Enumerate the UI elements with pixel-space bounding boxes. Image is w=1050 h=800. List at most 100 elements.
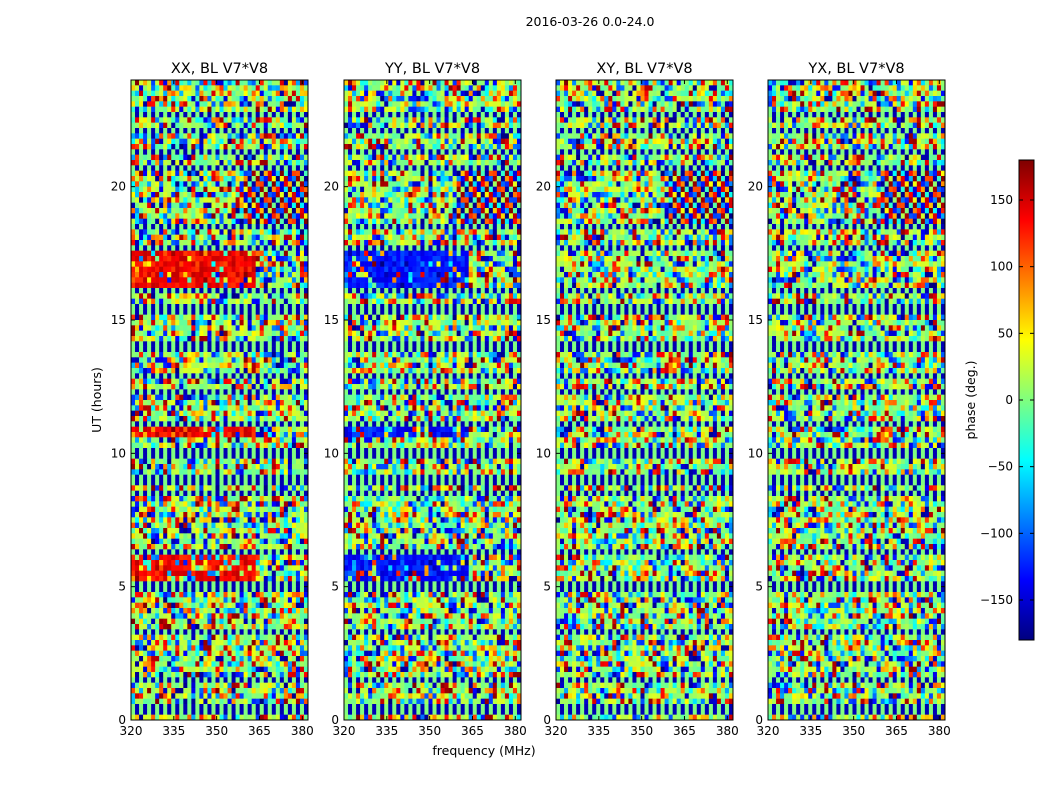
heatmap-cell bbox=[159, 395, 163, 401]
heatmap-cell bbox=[264, 459, 268, 465]
heatmap-cell bbox=[272, 608, 276, 614]
heatmap-cell bbox=[256, 112, 260, 118]
heatmap-cell bbox=[300, 517, 304, 523]
heatmap-cell bbox=[199, 683, 203, 689]
heatmap-cell bbox=[256, 203, 260, 209]
heatmap-cell bbox=[183, 123, 187, 129]
heatmap-cell bbox=[272, 395, 276, 401]
heatmap-cell bbox=[248, 123, 252, 129]
heatmap-cell bbox=[272, 549, 276, 555]
heatmap-cell bbox=[183, 480, 187, 486]
heatmap-cell bbox=[268, 640, 272, 646]
heatmap-cell bbox=[195, 432, 199, 438]
heatmap-cell bbox=[236, 283, 240, 289]
heatmap-cell bbox=[300, 475, 304, 481]
heatmap-cell bbox=[268, 544, 272, 550]
heatmap-cell bbox=[183, 635, 187, 641]
heatmap-cell bbox=[288, 261, 292, 267]
heatmap-cell bbox=[139, 528, 143, 534]
heatmap-cell bbox=[260, 411, 264, 417]
heatmap-cell bbox=[151, 219, 155, 225]
heatmap-cell bbox=[143, 219, 147, 225]
heatmap-cell bbox=[191, 507, 195, 513]
heatmap-cell bbox=[296, 437, 300, 443]
heatmap-cell bbox=[135, 272, 139, 278]
heatmap-cell bbox=[296, 112, 300, 118]
heatmap-cell bbox=[183, 597, 187, 603]
heatmap-cell bbox=[288, 80, 292, 86]
heatmap-cell bbox=[179, 219, 183, 225]
heatmap-cell bbox=[143, 384, 147, 390]
heatmap-cell bbox=[155, 539, 159, 545]
heatmap-cell bbox=[183, 416, 187, 422]
heatmap-cell bbox=[244, 427, 248, 433]
heatmap-cell bbox=[248, 501, 252, 507]
heatmap-cell bbox=[175, 160, 179, 166]
heatmap-cell bbox=[203, 491, 207, 497]
heatmap-cell bbox=[272, 123, 276, 129]
heatmap-cell bbox=[224, 373, 228, 379]
heatmap-cell bbox=[179, 576, 183, 582]
heatmap-cell bbox=[207, 160, 211, 166]
heatmap-cell bbox=[228, 251, 232, 257]
heatmap-cell bbox=[159, 683, 163, 689]
heatmap-cell bbox=[264, 592, 268, 598]
heatmap-cell bbox=[155, 144, 159, 150]
heatmap-cell bbox=[252, 379, 256, 385]
heatmap-cell bbox=[171, 299, 175, 305]
heatmap-cell bbox=[135, 677, 139, 683]
heatmap-cell bbox=[215, 299, 219, 305]
heatmap-cell bbox=[268, 619, 272, 625]
heatmap-cell bbox=[167, 501, 171, 507]
heatmap-cell bbox=[232, 592, 236, 598]
heatmap-cell bbox=[224, 629, 228, 635]
heatmap-cell bbox=[268, 117, 272, 123]
heatmap-cell bbox=[272, 277, 276, 283]
heatmap-cell bbox=[276, 640, 280, 646]
heatmap-cell bbox=[300, 165, 304, 171]
heatmap-cell bbox=[292, 85, 296, 91]
heatmap-cell bbox=[292, 229, 296, 235]
heatmap-cell bbox=[252, 219, 256, 225]
heatmap-cell bbox=[284, 533, 288, 539]
heatmap-cell bbox=[248, 187, 252, 193]
heatmap-cell bbox=[248, 528, 252, 534]
heatmap-cell bbox=[236, 171, 240, 177]
heatmap-cell bbox=[264, 416, 268, 422]
heatmap-cell bbox=[224, 224, 228, 230]
heatmap-cell bbox=[272, 171, 276, 177]
heatmap-cell bbox=[139, 304, 143, 310]
heatmap-cell bbox=[147, 315, 151, 321]
heatmap-cell bbox=[203, 405, 207, 411]
heatmap-cell bbox=[183, 373, 187, 379]
heatmap-cell bbox=[272, 453, 276, 459]
heatmap-cell bbox=[191, 608, 195, 614]
heatmap-cell bbox=[288, 608, 292, 614]
heatmap-cell bbox=[296, 613, 300, 619]
heatmap-cell bbox=[236, 629, 240, 635]
heatmap-cell bbox=[171, 293, 175, 299]
heatmap-cell bbox=[264, 283, 268, 289]
heatmap-cell bbox=[195, 261, 199, 267]
heatmap-cell bbox=[195, 187, 199, 193]
heatmap-cell bbox=[135, 293, 139, 299]
heatmap-cell bbox=[211, 192, 215, 198]
heatmap-cell bbox=[256, 672, 260, 678]
heatmap-cell bbox=[215, 256, 219, 262]
heatmap-cell bbox=[280, 464, 284, 470]
heatmap-cell bbox=[224, 459, 228, 465]
heatmap-cell bbox=[163, 213, 167, 219]
heatmap-cell bbox=[207, 117, 211, 123]
heatmap-cell bbox=[191, 192, 195, 198]
heatmap-cell bbox=[211, 389, 215, 395]
heatmap-cell bbox=[272, 192, 276, 198]
heatmap-cell bbox=[276, 197, 280, 203]
heatmap-cell bbox=[207, 352, 211, 358]
heatmap-cell bbox=[207, 560, 211, 566]
heatmap-cell bbox=[179, 165, 183, 171]
heatmap-cell bbox=[252, 192, 256, 198]
heatmap-cell bbox=[179, 363, 183, 369]
heatmap-cell bbox=[199, 411, 203, 417]
heatmap-cell bbox=[260, 325, 264, 331]
heatmap-cell bbox=[151, 299, 155, 305]
